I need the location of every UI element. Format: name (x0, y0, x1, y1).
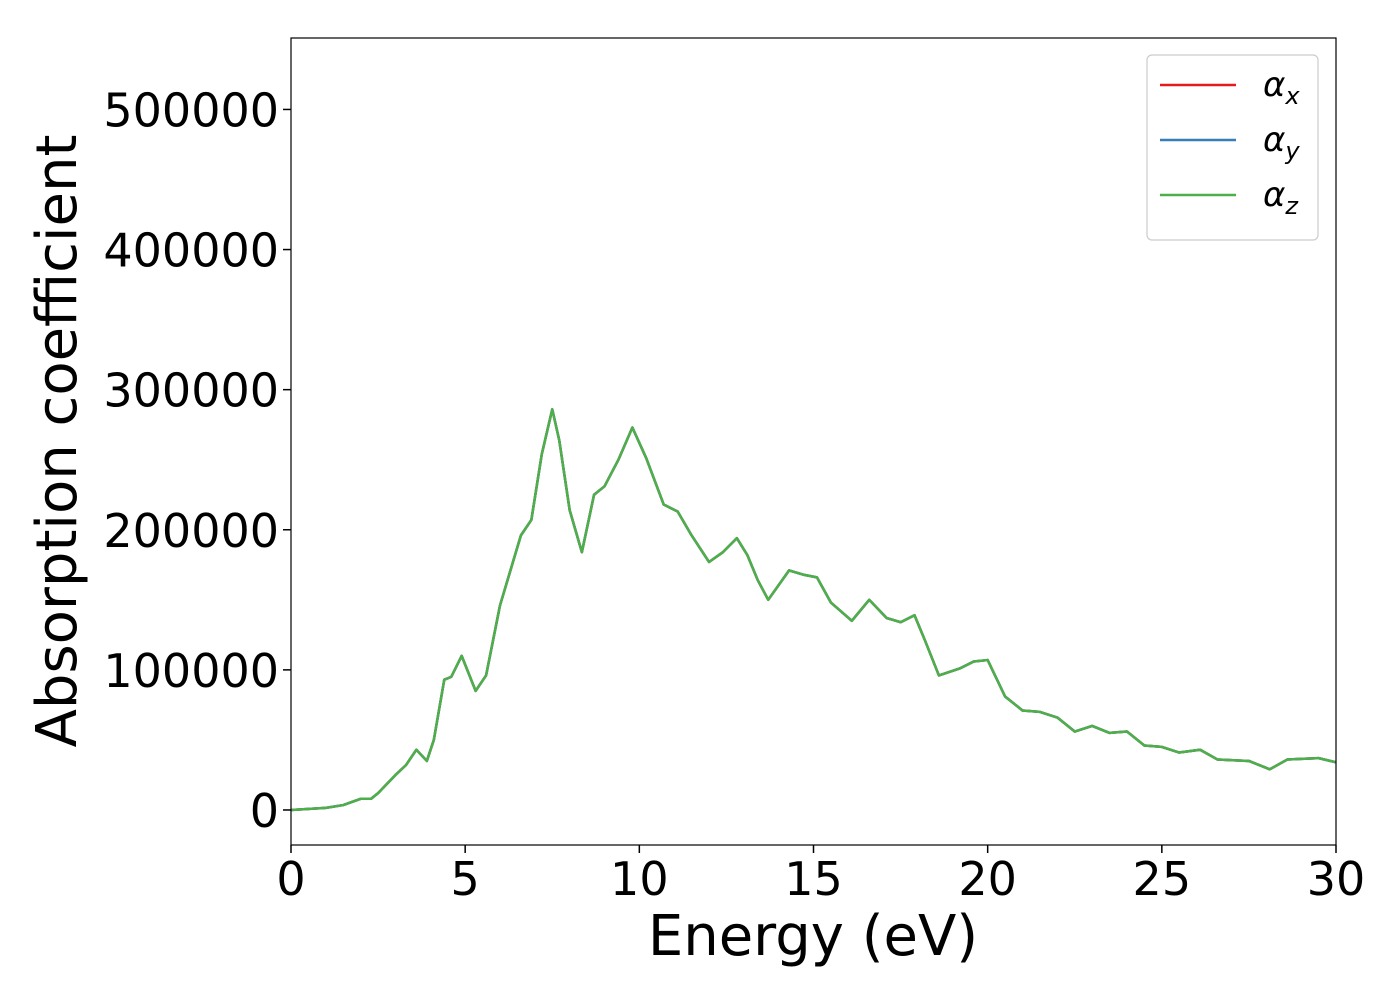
legend-label: αy (1263, 120, 1300, 165)
x-tick-label: 5 (451, 852, 480, 906)
y-tick-label: 100000 (103, 644, 279, 698)
y-tick-label: 300000 (103, 364, 279, 418)
x-tick-label: 25 (1133, 852, 1192, 906)
x-axis-label: Energy (eV) (648, 904, 978, 969)
x-tick-label: 30 (1307, 852, 1366, 906)
x-tick-label: 0 (276, 852, 305, 906)
y-axis-label: Absorption coefficient (25, 135, 90, 748)
series-line (291, 408, 1336, 812)
series-line (291, 408, 1336, 812)
y-tick-label: 200000 (103, 504, 279, 558)
y-tick-label: 0 (250, 784, 279, 838)
y-tick-label: 400000 (103, 224, 279, 278)
plot-frame (290, 37, 1337, 846)
legend-label: αx (1263, 65, 1300, 110)
series-line (291, 408, 1336, 812)
legend-label: αz (1263, 175, 1299, 220)
y-tick-label: 500000 (103, 83, 279, 137)
x-tick-label: 15 (784, 852, 843, 906)
x-tick-label: 10 (610, 852, 669, 906)
x-tick-label: 20 (958, 852, 1017, 906)
